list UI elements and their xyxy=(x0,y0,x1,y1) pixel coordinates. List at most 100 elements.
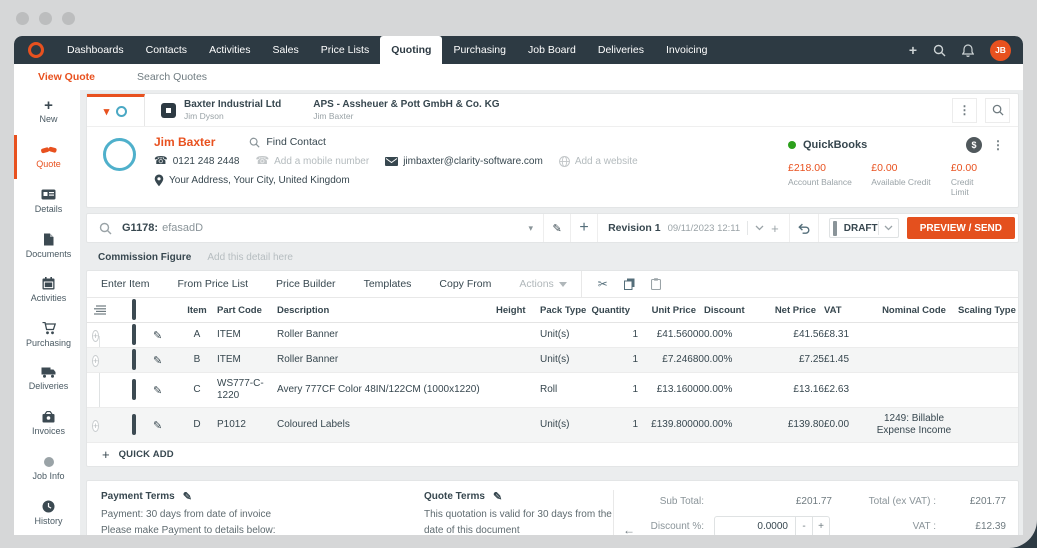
add-revision-button[interactable]: + xyxy=(771,221,779,236)
window-dot[interactable] xyxy=(39,12,52,25)
search-icon[interactable] xyxy=(933,44,946,57)
undo-button[interactable] xyxy=(789,214,819,242)
user-avatar[interactable]: JB xyxy=(990,40,1011,61)
contact-menu-button[interactable]: ⋮ xyxy=(952,98,977,123)
sidebar-item-activities[interactable]: Activities xyxy=(14,268,80,313)
find-contact-button[interactable]: Find Contact xyxy=(249,136,326,148)
nav-price-lists[interactable]: Price Lists xyxy=(310,36,380,64)
window-dot[interactable] xyxy=(62,12,75,25)
row-checkbox[interactable] xyxy=(132,349,136,370)
add-mobile-button[interactable]: ☎ Add a mobile number xyxy=(255,156,369,167)
sidebar-item-deliveries[interactable]: Deliveries xyxy=(14,357,80,402)
table-row[interactable]: + ✎ D P1012 Coloured Labels Unit(s) 1 £1… xyxy=(87,408,1018,443)
collapse-totals-button[interactable]: ← xyxy=(616,490,642,535)
sidebar-item-job-info[interactable]: Job Info xyxy=(14,446,80,491)
expand-row-icon[interactable]: + xyxy=(92,330,99,342)
row-checkbox[interactable] xyxy=(132,379,136,400)
contact-phone[interactable]: ☎ 0121 248 2448 xyxy=(154,156,239,167)
discount-input[interactable] xyxy=(714,516,796,535)
discount-increment-button[interactable]: + xyxy=(813,516,830,535)
contact-name[interactable]: Jim Baxter xyxy=(154,135,215,149)
nav-purchasing[interactable]: Purchasing xyxy=(442,36,517,64)
price-builder-button[interactable]: Price Builder xyxy=(262,278,350,290)
add-quote-button[interactable]: + xyxy=(570,214,597,242)
nav-activities[interactable]: Activities xyxy=(198,36,261,64)
col-pack-type[interactable]: Pack Type xyxy=(532,305,588,316)
col-description[interactable]: Description xyxy=(277,305,496,316)
discount-decrement-button[interactable]: - xyxy=(796,516,813,535)
row-checkbox[interactable] xyxy=(132,324,136,345)
sidebar-item-new[interactable]: + New xyxy=(14,90,80,135)
actions-dropdown[interactable]: Actions xyxy=(505,278,576,290)
contact-search-button[interactable] xyxy=(985,98,1010,123)
contact-email[interactable]: jimbaxter@clarity-software.com xyxy=(385,156,543,167)
cut-button[interactable]: ✂ xyxy=(598,277,608,291)
col-quantity[interactable]: Quantity xyxy=(588,305,638,316)
col-net-price[interactable]: Net Price xyxy=(756,305,824,316)
quote-search-icon[interactable] xyxy=(87,214,122,242)
nav-sales[interactable]: Sales xyxy=(262,36,310,64)
tab-view-quote[interactable]: View Quote xyxy=(38,71,95,83)
quote-selector[interactable]: G1178: efasadD ▾ xyxy=(122,214,543,242)
row-checkbox[interactable] xyxy=(132,414,136,435)
col-unit-price[interactable]: Unit Price xyxy=(638,305,704,316)
commission-placeholder-field[interactable]: Add this detail here xyxy=(207,252,293,263)
revision-selector[interactable]: Revision 1 09/11/2023 12:11 + xyxy=(597,214,789,242)
kebab-icon[interactable]: ⋮ xyxy=(992,139,1004,151)
add-website-button[interactable]: Add a website xyxy=(559,156,638,167)
col-vat[interactable]: VAT xyxy=(824,305,870,316)
pencil-icon[interactable]: ✎ xyxy=(153,355,162,367)
contact-address[interactable]: Your Address, Your City, United Kingdom xyxy=(154,174,350,187)
tab-search-quotes[interactable]: Search Quotes xyxy=(137,71,207,83)
pencil-icon[interactable]: ✎ xyxy=(153,385,162,397)
col-nominal-code[interactable]: Nominal Code xyxy=(870,305,958,316)
contact-tab-active[interactable]: ▾ xyxy=(87,94,145,126)
nav-deliveries[interactable]: Deliveries xyxy=(587,36,655,64)
sidebar-item-quote[interactable]: Quote xyxy=(14,135,80,180)
nav-contacts[interactable]: Contacts xyxy=(135,36,198,64)
table-row[interactable]: + ✎ A ITEM Roller Banner Unit(s) 1 £41.5… xyxy=(87,323,1018,348)
currency-icon[interactable]: $ xyxy=(966,137,982,153)
pencil-icon[interactable]: ✎ xyxy=(493,490,502,503)
pencil-icon[interactable]: ✎ xyxy=(183,490,192,503)
col-item[interactable]: Item xyxy=(177,305,217,316)
edit-quote-button[interactable]: ✎ xyxy=(543,214,570,242)
invoice-icon xyxy=(42,411,55,423)
row-settings-icon[interactable] xyxy=(87,305,123,315)
sidebar-item-details[interactable]: Details xyxy=(14,179,80,224)
col-part-code[interactable]: Part Code xyxy=(217,305,277,316)
col-scaling-type[interactable]: Scaling Type xyxy=(958,305,1018,316)
sidebar-item-invoices[interactable]: Invoices xyxy=(14,402,80,447)
col-height[interactable]: Height xyxy=(496,305,532,316)
expand-row-icon[interactable]: + xyxy=(92,355,99,367)
copy-from-button[interactable]: Copy From xyxy=(425,278,505,290)
contact-tab-baxter[interactable]: Baxter Industrial Ltd Jim Dyson xyxy=(145,94,297,126)
table-row[interactable]: ✎ C WS777-C-1220 Avery 777CF Color 48IN/… xyxy=(87,373,1018,408)
copy-button[interactable] xyxy=(624,278,635,290)
sidebar-item-purchasing[interactable]: Purchasing xyxy=(14,313,80,358)
preview-send-button[interactable]: PREVIEW / SEND xyxy=(907,217,1015,239)
nav-dashboards[interactable]: Dashboards xyxy=(56,36,135,64)
add-icon[interactable]: + xyxy=(909,42,917,58)
table-row[interactable]: + ✎ B ITEM Roller Banner Unit(s) 1 £7.24… xyxy=(87,348,1018,373)
templates-button[interactable]: Templates xyxy=(350,278,426,290)
quick-add-button[interactable]: + QUICK ADD xyxy=(87,443,1018,466)
nav-job-board[interactable]: Job Board xyxy=(517,36,587,64)
status-dropdown[interactable]: DRAFT xyxy=(829,218,899,238)
sidebar-item-documents[interactable]: Documents xyxy=(14,224,80,269)
contact-avatar[interactable] xyxy=(103,138,136,171)
col-discount[interactable]: Discount xyxy=(704,305,756,316)
contact-tab-aps[interactable]: APS - Assheuer & Pott GmbH & Co. KG Jim … xyxy=(297,94,515,126)
from-price-list-button[interactable]: From Price List xyxy=(163,278,262,290)
pencil-icon[interactable]: ✎ xyxy=(153,330,162,342)
paste-button[interactable] xyxy=(651,278,661,290)
notifications-bell-icon[interactable] xyxy=(962,44,974,57)
nav-quoting[interactable]: Quoting xyxy=(380,36,442,64)
sidebar-item-history[interactable]: History xyxy=(14,491,80,536)
expand-row-icon[interactable]: + xyxy=(92,420,99,432)
enter-item-button[interactable]: Enter Item xyxy=(87,278,163,290)
pencil-icon[interactable]: ✎ xyxy=(153,420,162,432)
nav-invoicing[interactable]: Invoicing xyxy=(655,36,718,64)
window-dot[interactable] xyxy=(16,12,29,25)
select-all-checkbox[interactable] xyxy=(132,299,136,320)
